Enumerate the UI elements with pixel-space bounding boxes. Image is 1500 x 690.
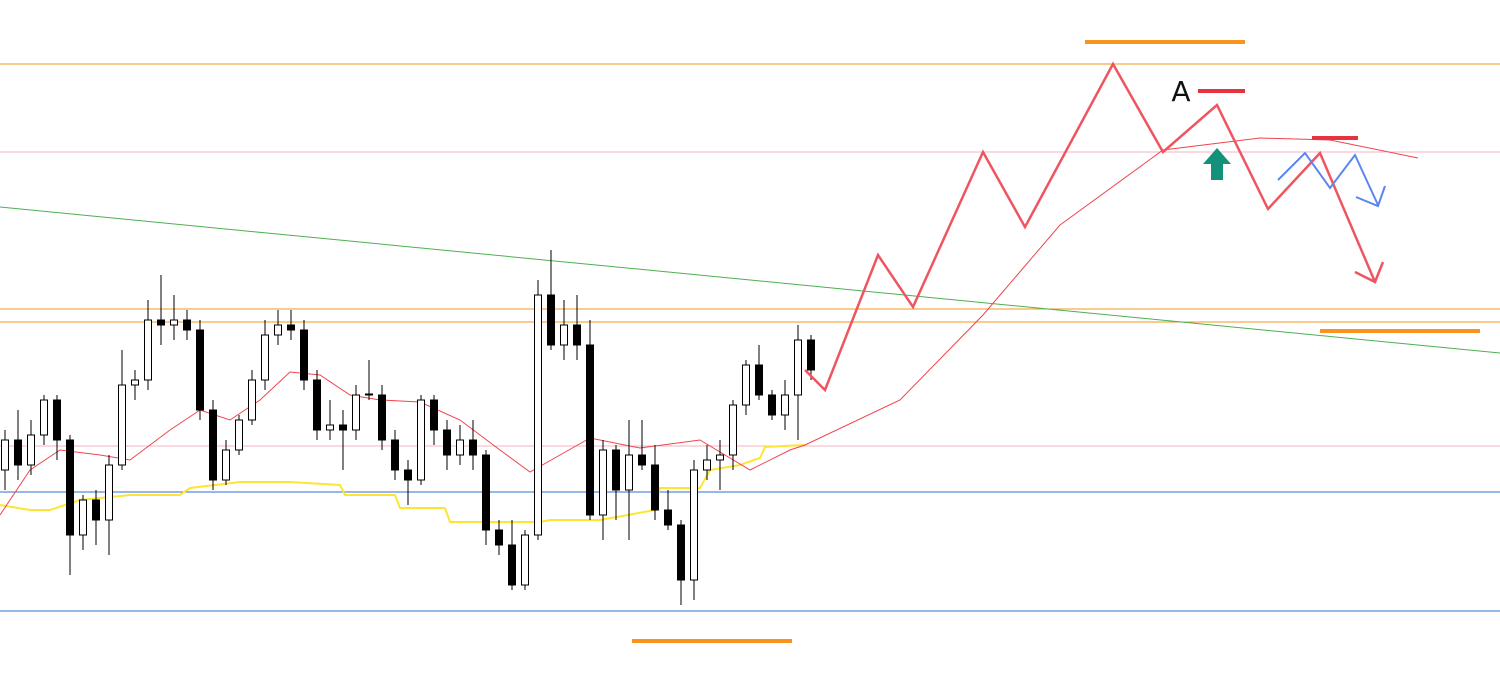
moving-average: [0, 137, 1419, 516]
candle-body: [612, 449, 620, 491]
candle-body: [313, 379, 321, 431]
candle-body: [14, 439, 22, 466]
candle-body: [469, 439, 477, 456]
candles: [1, 250, 815, 605]
up-arrow: [1203, 148, 1231, 180]
candle-body: [456, 439, 464, 456]
candle-body: [144, 319, 152, 381]
candle-body: [118, 384, 126, 466]
candle-body: [352, 394, 360, 431]
projection-path: [804, 61, 1377, 393]
candle-body: [274, 324, 282, 336]
candle-body: [508, 544, 516, 586]
annotation: A: [1171, 75, 1190, 108]
trend-line: [0, 206, 1500, 354]
candle-body: [638, 454, 646, 466]
candle-body: [378, 394, 386, 441]
candle-body: [755, 364, 763, 396]
candle-body: [196, 329, 204, 411]
candle-body: [404, 469, 412, 481]
candle-body: [105, 464, 113, 521]
candle-body: [716, 454, 724, 461]
candle-body: [807, 339, 815, 371]
candle-body: [1, 439, 9, 471]
candle-body: [547, 294, 555, 346]
candle-body: [495, 529, 503, 546]
candle-body: [66, 439, 74, 536]
candle-body: [235, 419, 243, 451]
candle-body: [40, 399, 48, 436]
candle-body: [625, 454, 633, 491]
candle-body: [690, 469, 698, 581]
candle-body: [326, 424, 334, 431]
candle-body: [677, 524, 685, 581]
candle-body: [79, 499, 87, 536]
arrow-head: [1354, 261, 1385, 284]
arrow-head: [1355, 185, 1386, 208]
candle-body: [729, 404, 737, 456]
candle-body: [521, 534, 529, 586]
candle-body: [534, 294, 542, 536]
candle-body: [222, 449, 230, 481]
candle-body: [53, 399, 61, 441]
candle-body: [92, 499, 100, 521]
candle-body: [209, 409, 217, 481]
candle-body: [703, 459, 711, 471]
candle-body: [664, 509, 672, 526]
candle-body: [261, 334, 269, 381]
candle-body: [443, 429, 451, 456]
candle-body: [573, 324, 581, 346]
candle-body: [768, 394, 776, 416]
candle-body: [170, 319, 178, 326]
candle-body: [560, 324, 568, 346]
candle-body: [365, 393, 373, 396]
candle-body: [131, 379, 139, 386]
candle-body: [27, 434, 35, 466]
candle-body: [781, 394, 789, 416]
candle-body: [287, 324, 295, 331]
candle-body: [482, 454, 490, 531]
candle-body: [430, 399, 438, 431]
candle-body: [586, 344, 594, 516]
candle-body: [157, 319, 165, 326]
candle-body: [183, 319, 191, 331]
candle-body: [651, 464, 659, 511]
candle-body: [794, 339, 802, 396]
projection-path: [1277, 151, 1379, 206]
candle-body: [248, 379, 256, 421]
candle-body: [417, 399, 425, 481]
candle-body: [742, 364, 750, 406]
candle-body: [339, 424, 347, 431]
candle-body: [391, 439, 399, 471]
candle-body: [300, 329, 308, 381]
candle-body: [599, 449, 607, 516]
